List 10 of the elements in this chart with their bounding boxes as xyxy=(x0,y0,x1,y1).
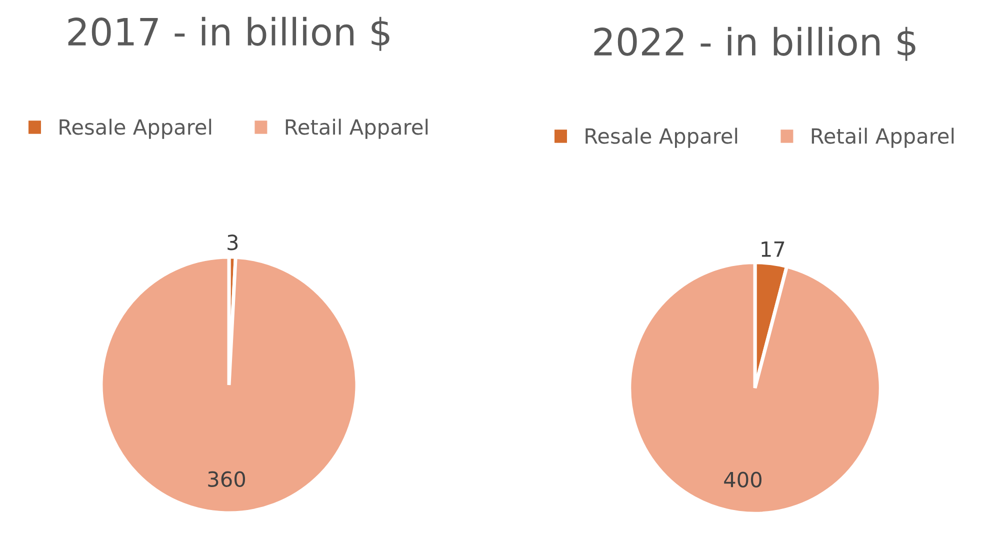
data-label: 3 xyxy=(228,234,238,250)
data-label: 400 xyxy=(724,472,762,488)
legend-label: Resale Apparel xyxy=(60,118,212,139)
data-label: 360 xyxy=(208,471,246,488)
data-label: 17 xyxy=(762,242,784,257)
legend-label: Resale Apparel xyxy=(586,128,738,148)
chart-title: 2022 - in billion $ xyxy=(594,26,916,61)
chart-title: 2017 - in billion $ xyxy=(68,16,390,51)
legend-label: Retail Apparel xyxy=(812,128,954,148)
legend-label: Retail Apparel xyxy=(286,118,428,139)
